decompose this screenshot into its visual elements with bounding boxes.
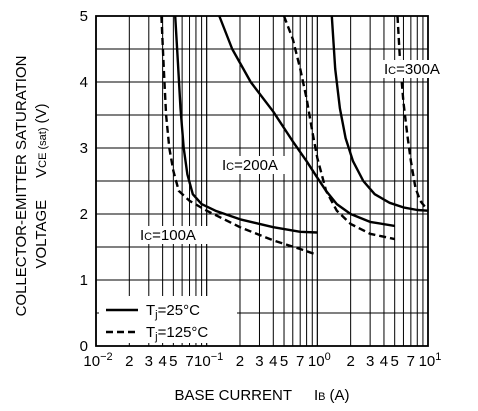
x-axis-title: BASE CURRENT IB (A) [174, 387, 349, 404]
legend-background [99, 296, 237, 343]
curve-label-ic: IC=300A [384, 61, 440, 78]
curve-ic-100a-tj25 [174, 15, 318, 234]
y-tick-label: 0 [80, 338, 88, 355]
x-tick-label: 2 [125, 353, 133, 370]
x-tick-label: 7 [407, 353, 415, 370]
x-tick-label: 10−2 [83, 351, 112, 370]
legend: Tj=25°C Tj=125°C [99, 296, 237, 343]
annotation-background [382, 60, 454, 78]
curve-label-ic: IC=200A [222, 157, 278, 174]
grid [95, 16, 428, 346]
x-tick-label: 3 [366, 353, 374, 370]
curves [160, 15, 429, 257]
x-tick-label: 2 [236, 353, 244, 370]
y-tick-label: 4 [80, 74, 88, 91]
x-tick-label: 7 [185, 353, 193, 370]
y-tick-label: 1 [80, 272, 88, 289]
y-tick-label: 2 [80, 206, 88, 223]
y-axis-title-line2: VOLTAGEVCE (sat)(V) [33, 104, 50, 269]
x-tick-label: 5 [280, 353, 288, 370]
x-tick-label: 4 [269, 353, 277, 370]
y-tick-label: 3 [80, 140, 88, 157]
y-axis-title-line1: COLLECTOR-EMITTER SATURATION [13, 56, 30, 317]
x-tick-label: 100 [308, 351, 331, 370]
x-tick-label: 3 [145, 353, 153, 370]
curve-ic-100a-tj125 [160, 15, 318, 257]
y-tick-label: 5 [80, 8, 88, 25]
curve-label-ic: IC=100A [140, 227, 196, 244]
legend-label: Tj=25°C [146, 302, 200, 321]
annotation-background [220, 156, 292, 174]
labels: IC=100A IC=200A IC=300A Tj=25°C Tj=125°C BASE… [13, 56, 454, 404]
x-tick-label: 3 [255, 353, 263, 370]
curve-ic-200a-tj25 [218, 15, 395, 228]
x-tick-label: 10−1 [194, 351, 223, 370]
annotation-background [138, 226, 210, 244]
x-tick-label: 4 [158, 353, 166, 370]
x-tick-label: 5 [391, 353, 399, 370]
curve-ic-200a-tj125 [282, 15, 395, 241]
plot-frame [95, 15, 429, 347]
curve-ic-300a-tj25 [330, 15, 429, 212]
curve-ic-300a-tj125 [396, 15, 429, 212]
x-tick-label: 7 [296, 353, 304, 370]
x-tick-label: 2 [346, 353, 354, 370]
legend-label: Tj=125°C [146, 324, 208, 343]
x-tick-label: 4 [380, 353, 388, 370]
x-tick-label: 101 [419, 351, 442, 370]
x-tick-label: 5 [169, 353, 177, 370]
